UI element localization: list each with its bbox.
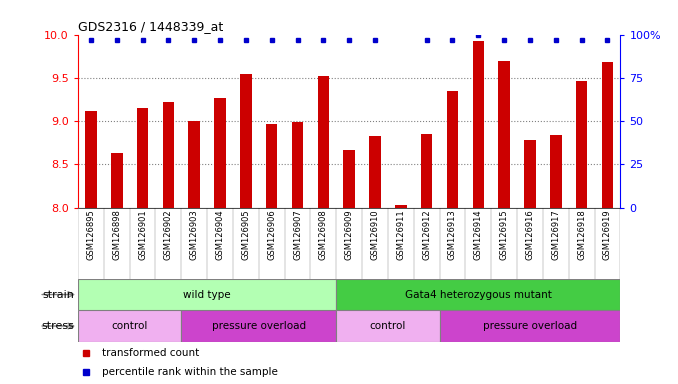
Bar	[266, 124, 277, 208]
Bar	[78, 279, 336, 310]
Bar	[336, 279, 620, 310]
Bar	[343, 150, 355, 208]
Text: GSM126912: GSM126912	[422, 209, 431, 260]
Text: GSM126909: GSM126909	[344, 209, 354, 260]
Text: GSM126903: GSM126903	[190, 209, 199, 260]
Text: GSM126908: GSM126908	[319, 209, 328, 260]
Bar	[137, 108, 148, 208]
Text: GSM126906: GSM126906	[267, 209, 276, 260]
Text: control: control	[370, 321, 406, 331]
Text: Gata4 heterozygous mutant: Gata4 heterozygous mutant	[405, 290, 552, 300]
Text: GSM126904: GSM126904	[216, 209, 224, 260]
Bar	[111, 153, 123, 208]
Bar	[78, 310, 181, 342]
Text: GSM126917: GSM126917	[551, 209, 560, 260]
Bar	[240, 73, 252, 208]
Bar	[181, 310, 336, 342]
Text: control: control	[111, 321, 148, 331]
Text: GSM126910: GSM126910	[370, 209, 380, 260]
Bar	[85, 111, 97, 208]
Text: GSM126916: GSM126916	[525, 209, 534, 260]
Bar	[163, 102, 174, 208]
Bar	[292, 122, 303, 208]
Text: GSM126895: GSM126895	[86, 209, 96, 260]
Bar	[395, 205, 407, 208]
Bar	[421, 134, 433, 208]
Bar	[370, 136, 381, 208]
Text: pressure overload: pressure overload	[212, 321, 306, 331]
Text: pressure overload: pressure overload	[483, 321, 577, 331]
Text: percentile rank within the sample: percentile rank within the sample	[102, 367, 278, 377]
Bar	[550, 135, 561, 208]
Text: GSM126911: GSM126911	[397, 209, 405, 260]
Text: GSM126918: GSM126918	[577, 209, 586, 260]
Text: stress: stress	[42, 321, 75, 331]
Text: transformed count: transformed count	[102, 348, 199, 358]
Bar	[447, 91, 458, 208]
Bar	[473, 41, 484, 208]
Text: GSM126905: GSM126905	[241, 209, 250, 260]
Text: GSM126907: GSM126907	[293, 209, 302, 260]
Text: GSM126898: GSM126898	[113, 209, 121, 260]
Bar	[601, 62, 614, 208]
Bar	[336, 310, 439, 342]
Text: GSM126915: GSM126915	[500, 209, 508, 260]
Text: GSM126913: GSM126913	[448, 209, 457, 260]
Bar	[188, 121, 200, 208]
Bar	[524, 140, 536, 208]
Bar	[317, 76, 329, 208]
Text: GDS2316 / 1448339_at: GDS2316 / 1448339_at	[78, 20, 223, 33]
Bar	[576, 81, 587, 208]
Text: strain: strain	[43, 290, 75, 300]
Text: GSM126901: GSM126901	[138, 209, 147, 260]
Text: GSM126902: GSM126902	[164, 209, 173, 260]
Bar	[214, 98, 226, 208]
Bar	[439, 310, 620, 342]
Text: GSM126914: GSM126914	[474, 209, 483, 260]
Text: wild type: wild type	[183, 290, 231, 300]
Text: GSM126919: GSM126919	[603, 209, 612, 260]
Bar	[498, 61, 510, 208]
